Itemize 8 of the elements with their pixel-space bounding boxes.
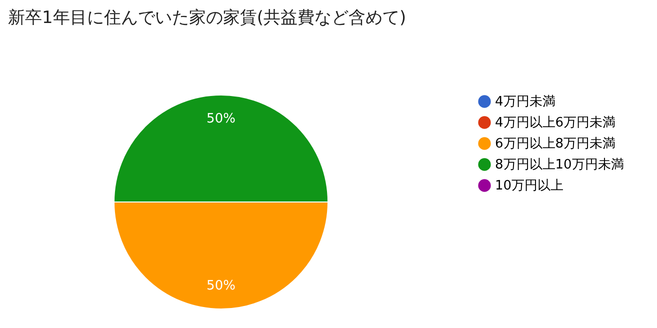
legend-label: 8万円以上10万円未満 — [495, 158, 624, 172]
legend-label: 4万円以上6万円未満 — [495, 116, 616, 130]
data-label: 50% — [206, 278, 236, 294]
data-label: 50% — [206, 112, 236, 127]
legend-label: 6万円以上8万円未満 — [495, 136, 616, 152]
chart-title: 新卒1年目に住んでいた家の家賃(共益費など含めて) — [8, 8, 406, 28]
legend-label: 10万円以上 — [495, 178, 564, 194]
legend-label: 4万円未満 — [495, 94, 556, 110]
